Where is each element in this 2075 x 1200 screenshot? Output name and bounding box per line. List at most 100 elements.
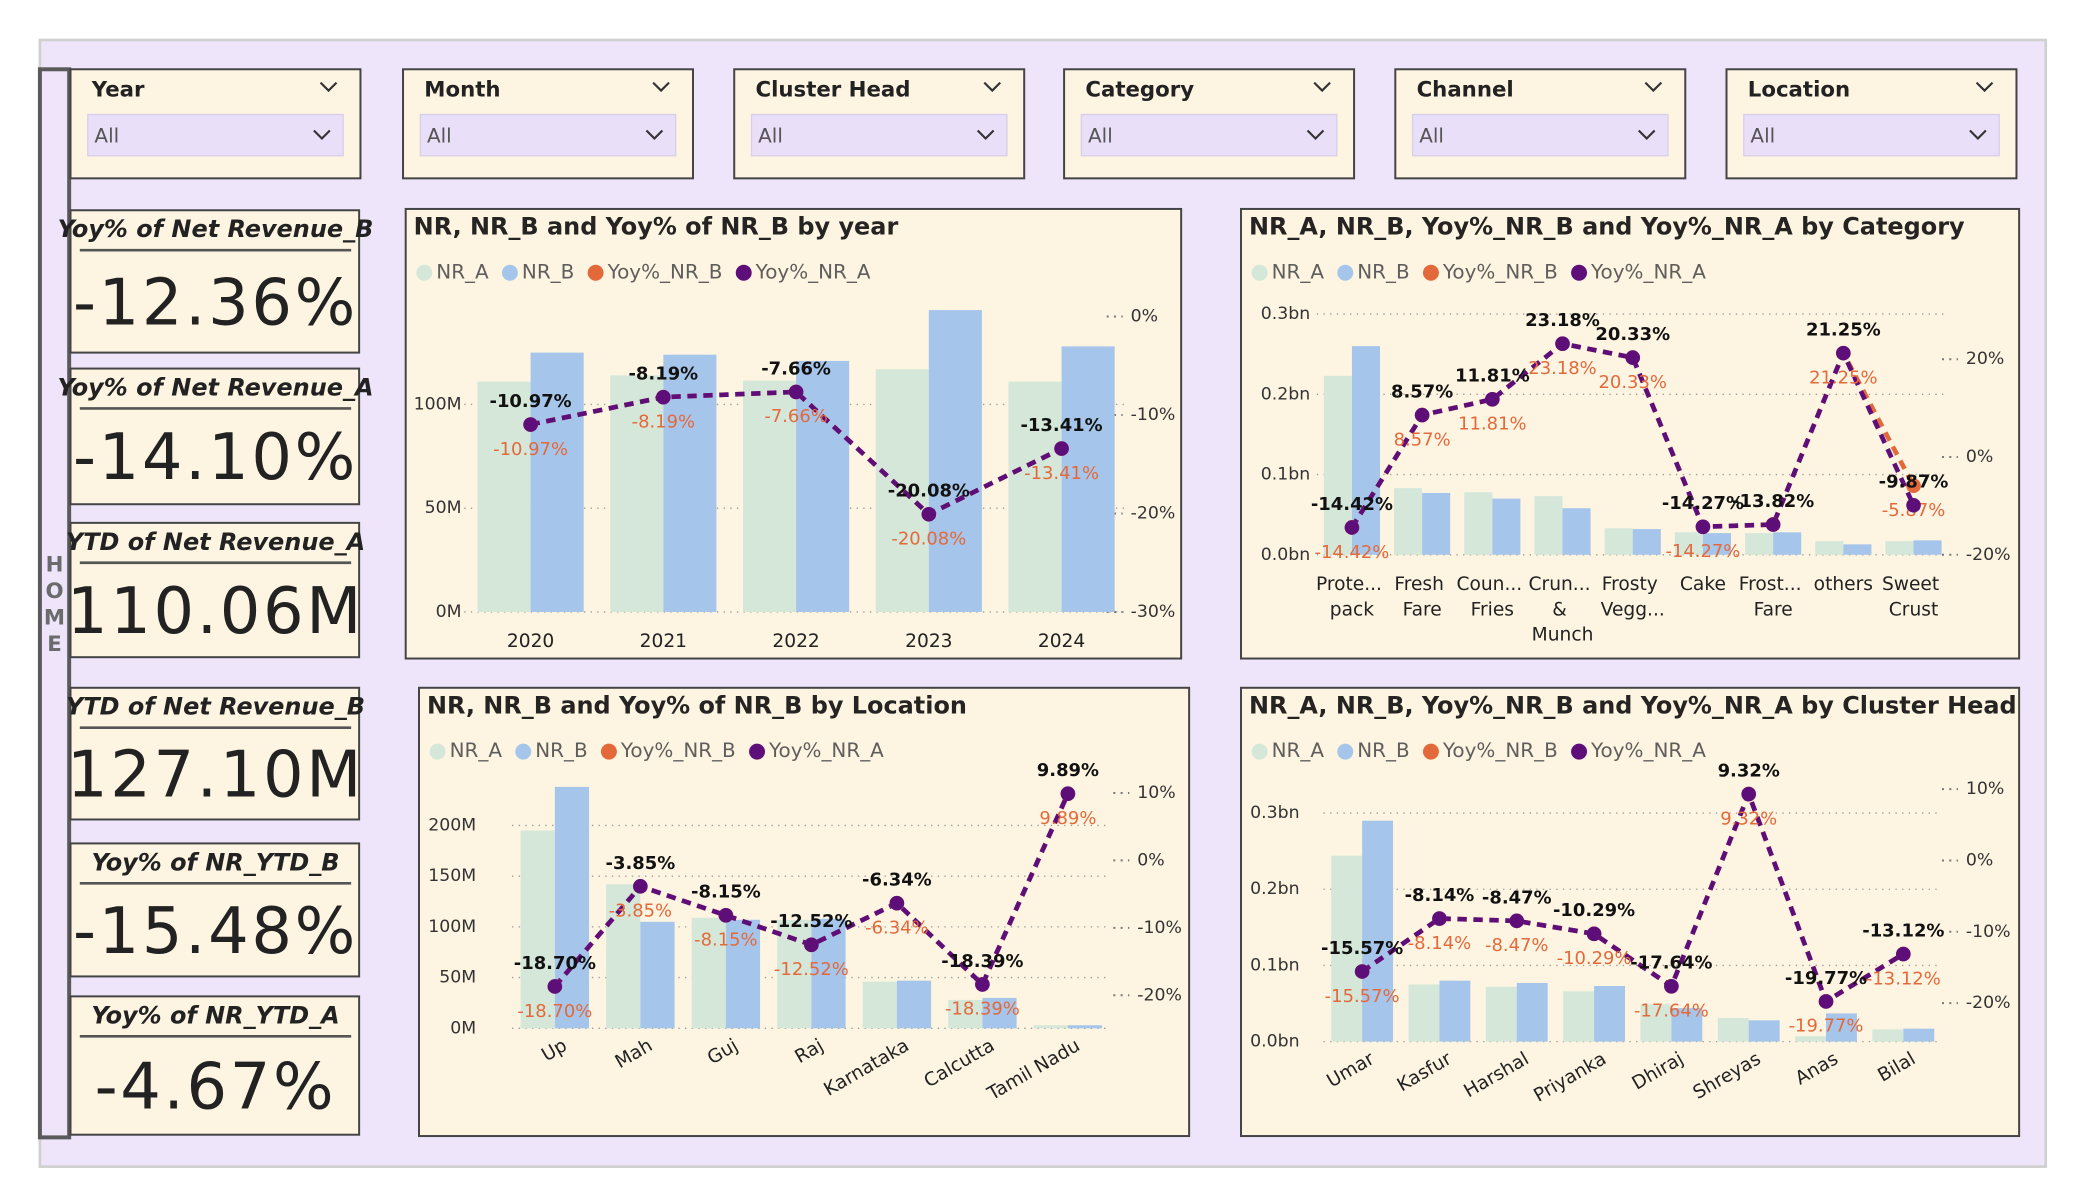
data-label: -15.57% — [1321, 938, 1403, 959]
chevron[interactable] — [1969, 129, 1987, 140]
legend-label: NR_A — [1272, 259, 1325, 283]
data-label: -8.14% — [1405, 885, 1475, 906]
bar — [796, 360, 850, 612]
data-label: -8.19% — [628, 364, 698, 385]
bar — [1362, 820, 1394, 1042]
data-label: -10.29% — [1557, 948, 1632, 969]
data-label: -18.39% — [945, 999, 1020, 1020]
filter-label: Channel — [1417, 78, 1514, 103]
kpi-title: YTD of Net Revenue_A — [66, 528, 365, 556]
legend-marker — [1337, 743, 1354, 760]
data-label: -8.47% — [1485, 935, 1548, 956]
kpi-card — [69, 842, 361, 978]
bar — [1748, 1020, 1780, 1042]
kpi-title: Yoy% of NR_YTD_A — [91, 1001, 339, 1029]
chevron[interactable] — [1313, 81, 1331, 93]
filter-dropdown[interactable] — [87, 113, 344, 157]
data-label: 21.25% — [1806, 320, 1881, 341]
chevron[interactable] — [1975, 81, 1994, 93]
x-tick-label: 2023 — [905, 631, 952, 652]
kpi-title: Yoy% of Net Revenue_A — [57, 374, 373, 402]
line-point — [921, 506, 937, 522]
legend-marker — [587, 264, 604, 281]
legend-marker — [429, 743, 446, 760]
chevron[interactable] — [1637, 129, 1656, 140]
y-tick-label: 0M — [450, 1018, 476, 1038]
filter-label: Category — [1085, 78, 1194, 103]
data-label: -8.15% — [691, 882, 761, 903]
legend-label: NR_B — [522, 259, 574, 283]
filter-label: Location — [1748, 78, 1850, 103]
legend-marker — [1571, 743, 1588, 760]
legend-marker — [515, 743, 532, 760]
filter-dropdown[interactable] — [1743, 113, 2000, 157]
legend-label: Yoy%_NR_B — [607, 259, 723, 283]
data-label: -8.15% — [694, 930, 757, 951]
bar — [742, 380, 797, 612]
y-tick-label: 100M — [414, 394, 462, 414]
legend-marker — [501, 264, 518, 281]
y2-tick-label: 0% — [1966, 447, 1993, 467]
x-tick-label: Coun... Fries — [1457, 574, 1529, 620]
line-point — [1054, 441, 1069, 456]
chevron[interactable] — [976, 129, 995, 140]
kpi-title: Yoy% of Net Revenue_B — [58, 215, 374, 243]
x-tick-label: Frost... Fare — [1739, 574, 1808, 620]
chevron[interactable] — [1644, 81, 1663, 93]
chevron[interactable] — [1306, 129, 1325, 140]
x-tick-label: 2020 — [507, 631, 554, 652]
kpi-title: Yoy% of NR_YTD_B — [91, 848, 339, 876]
chevron[interactable] — [313, 129, 331, 140]
chevron[interactable] — [319, 81, 338, 93]
bar — [1795, 1036, 1827, 1042]
data-label: 11.81% — [1458, 414, 1526, 435]
data-label: -18.70% — [517, 1001, 592, 1022]
legend-marker — [1251, 264, 1268, 281]
data-label: -13.82% — [1732, 491, 1814, 512]
data-label: -6.34% — [862, 870, 932, 891]
chevron[interactable] — [645, 129, 664, 140]
y-tick-label: 0.0bn — [1261, 545, 1310, 565]
data-label: -19.77% — [1789, 1016, 1864, 1037]
y-tick-label: 0.1bn — [1261, 465, 1310, 485]
data-label: 8.57% — [1394, 429, 1451, 450]
line-point — [1695, 519, 1711, 535]
legend-label: Yoy%_NR_B — [1442, 738, 1558, 762]
filter-dropdown[interactable] — [1411, 113, 1669, 157]
line-point — [975, 977, 990, 992]
line-point — [1906, 478, 1921, 494]
chart-title: NR_A, NR_B, Yoy%_NR_B and Yoy%_NR_A by C… — [1249, 213, 1965, 241]
line-point — [1555, 336, 1570, 352]
data-label: -13.12% — [1866, 968, 1941, 989]
y-tick-label: 0M — [436, 602, 462, 622]
bar — [1717, 1017, 1749, 1042]
filter-label: Month — [424, 78, 500, 103]
y-tick-label: 0.3bn — [1250, 803, 1299, 823]
chevron[interactable] — [652, 81, 670, 93]
filter-dropdown[interactable] — [419, 113, 677, 157]
chart-title: NR, NR_B and Yoy% of NR_B by Location — [427, 691, 967, 719]
bar — [725, 919, 761, 1029]
bar — [1394, 488, 1423, 555]
x-tick-label: Prote... pack — [1316, 574, 1388, 620]
line-point — [1906, 497, 1921, 513]
data-label: 23.18% — [1525, 310, 1600, 331]
legend-label: NR_B — [535, 738, 587, 762]
chevron[interactable] — [983, 81, 1002, 93]
filter-dropdown[interactable] — [1080, 113, 1338, 157]
line-point — [1414, 407, 1430, 423]
bar — [896, 980, 932, 1029]
line-point — [889, 895, 905, 911]
home-bar[interactable] — [37, 67, 72, 1140]
data-label: -14.27% — [1662, 493, 1744, 514]
filter-dropdown[interactable] — [750, 113, 1008, 157]
y-tick-label: 0.1bn — [1250, 955, 1299, 975]
legend-label: Yoy%_NR_A — [768, 738, 884, 762]
x-tick-label: Frosty Vegg... — [1601, 574, 1665, 620]
bar — [610, 375, 664, 612]
y-tick-label: 0.2bn — [1261, 384, 1310, 404]
line-point — [1586, 926, 1602, 942]
data-label: -14.42% — [1311, 494, 1393, 515]
bar — [691, 917, 726, 1029]
